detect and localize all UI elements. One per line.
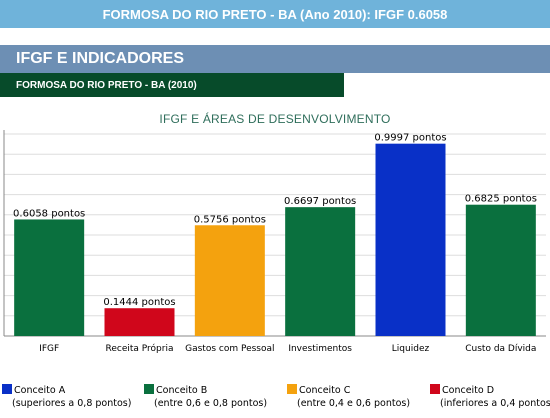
legend-desc-c: (entre 0,4 e 0,6 pontos) (297, 398, 411, 409)
bar-value-label: 0.6058 pontos (13, 208, 85, 219)
legend: Conceito A (superiores a 0,8 pontos) Con… (0, 384, 550, 418)
legend-item-c: Conceito C (entre 0,4 e 0,6 pontos) (287, 384, 410, 410)
category-label: Investimentos (288, 344, 352, 354)
legend-swatch-c (287, 384, 297, 394)
category-label: Gastos com Pessoal (185, 344, 274, 354)
bar (14, 219, 85, 336)
bar (285, 207, 356, 336)
legend-item-b: Conceito B (entre 0,6 e 0,8 pontos) (144, 384, 267, 410)
chart-bars (14, 143, 536, 336)
bar-value-label: 0.5756 pontos (194, 214, 266, 225)
category-label: Custo da Dívida (465, 344, 536, 354)
bar-value-label: 0.6825 pontos (465, 194, 537, 205)
bar-value-label: 0.9997 pontos (374, 133, 446, 144)
legend-swatch-d (430, 384, 440, 394)
legend-label-c: Conceito C (299, 385, 351, 396)
bar (375, 143, 446, 336)
legend-swatch-a (2, 384, 12, 394)
chart-labels: 0.6058 pontos IFGF 0.1444 pontos Receita Pr… (13, 133, 537, 354)
banner-text: FORMOSA DO RIO PRETO - BA (Ano 2010): IF… (102, 6, 448, 22)
legend-desc-b: (entre 0,6 e 0,8 pontos) (154, 398, 268, 409)
chart-title: IFGF E ÁREAS DE DESENVOLVIMENTO (159, 112, 391, 126)
legend-label-b: Conceito B (156, 385, 208, 396)
legend-desc-d: (inferiores a 0,4 pontos) (440, 398, 550, 409)
bar (465, 204, 536, 336)
legend-label-a: Conceito A (14, 385, 66, 396)
category-label: Receita Própria (106, 343, 174, 354)
section-title: IFGF E INDICADORES (16, 50, 185, 67)
bar (194, 225, 265, 336)
top-banner: FORMOSA DO RIO PRETO - BA (Ano 2010): IF… (0, 0, 550, 28)
legend-swatch-b (144, 384, 154, 394)
legend-desc-a: (superiores a 0,8 pontos) (12, 398, 132, 409)
subheader-text: FORMOSA DO RIO PRETO - BA (2010) (16, 79, 197, 91)
legend-item-a: Conceito A (superiores a 0,8 pontos) (2, 384, 131, 410)
bar-chart: 0.6058 pontos IFGF 0.1444 pontos Receita Pr… (3, 130, 546, 354)
legend-label-d: Conceito D (442, 385, 495, 396)
bar-value-label: 0.6697 pontos (284, 196, 356, 207)
subheader: FORMOSA DO RIO PRETO - BA (2010) (0, 73, 344, 97)
category-label: IFGF (39, 344, 59, 354)
chart-grid (3, 130, 546, 337)
bar-value-label: 0.1444 pontos (103, 297, 175, 308)
category-label: Liquidez (392, 344, 430, 354)
section-header: IFGF E INDICADORES (0, 45, 550, 73)
legend-item-d: Conceito D (inferiores a 0,4 pontos) (430, 384, 550, 410)
bar (104, 308, 175, 336)
